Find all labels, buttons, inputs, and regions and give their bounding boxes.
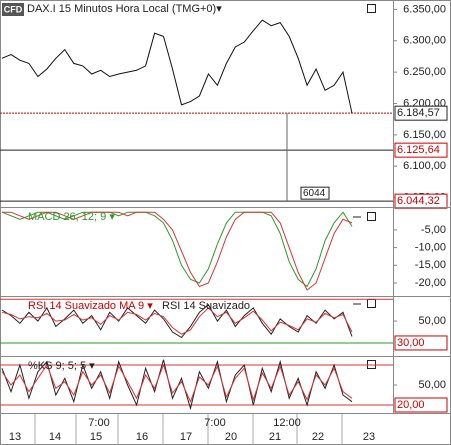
level-label: 30,00 xyxy=(397,337,425,349)
date-label: 14 xyxy=(49,431,61,443)
y-tick-label: -20,00 xyxy=(415,277,446,289)
y-tick-label: 50,00 xyxy=(418,379,446,391)
pane-title: MACD 26; 12; 9 ▾ xyxy=(28,211,115,223)
level-label: 20,00 xyxy=(397,399,425,411)
y-tick-label: 50,00 xyxy=(418,315,446,327)
pane-title: %KS 9; 5; 5 ▾ xyxy=(28,360,95,372)
series-line xyxy=(1,211,353,288)
date-label: 13 xyxy=(9,431,21,443)
maximize-icon[interactable] xyxy=(367,4,376,13)
date-label: 22 xyxy=(312,431,324,443)
date-label: 21 xyxy=(269,431,281,443)
y-tick-label: 6.350,00 xyxy=(403,3,446,15)
level-label-box xyxy=(394,335,448,351)
logo-box xyxy=(2,3,24,16)
pane-title: DAX.I 15 Minutos Hora Local (TMG+0)▾ xyxy=(27,3,222,15)
time-label: 7:00 xyxy=(88,417,109,429)
level-label-box xyxy=(394,193,448,209)
annotation: 6044 xyxy=(303,188,326,199)
series-line xyxy=(2,211,353,291)
level-label-box xyxy=(394,105,448,121)
series-line xyxy=(1,363,353,404)
level-label: 6.044,32 xyxy=(397,195,440,207)
series-line xyxy=(1,303,353,339)
pane-subtitle: RSI 14 Suavizado xyxy=(162,300,250,312)
date-label: 23 xyxy=(363,431,375,443)
date-label: 20 xyxy=(225,431,237,443)
pane-title: RSI 14 Suavizado MA 9 ▾ xyxy=(28,300,153,312)
y-tick-label: -15,00 xyxy=(415,259,446,271)
maximize-icon[interactable] xyxy=(367,212,376,221)
series-line xyxy=(1,307,353,335)
level-label: 6.125,64 xyxy=(397,144,440,156)
y-tick-label: 6.150,00 xyxy=(403,129,446,141)
level-label-box xyxy=(394,397,448,413)
y-tick-label: -5,00 xyxy=(421,224,446,236)
time-label: 12:00 xyxy=(273,417,301,429)
y-tick-label: 6.100,00 xyxy=(403,160,446,172)
y-tick-label: 6.250,00 xyxy=(403,66,446,78)
date-label: 16 xyxy=(136,431,148,443)
level-label: 6.184,57 xyxy=(397,107,440,119)
time-label: 7:00 xyxy=(204,417,225,429)
y-tick-label: 6.300,00 xyxy=(403,35,446,47)
series-line xyxy=(1,19,353,114)
date-label: 17 xyxy=(180,431,192,443)
level-label-box xyxy=(394,142,448,158)
y-tick-label: -10,00 xyxy=(415,242,446,254)
date-label: 15 xyxy=(90,431,102,443)
logo: CFD xyxy=(4,4,23,14)
annotation-box xyxy=(300,186,330,200)
